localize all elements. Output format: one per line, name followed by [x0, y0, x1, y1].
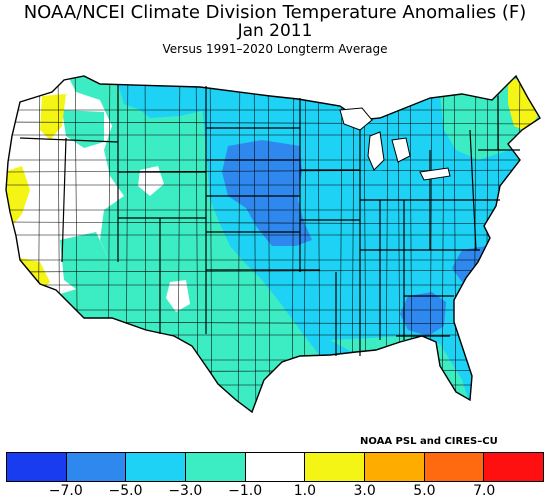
legend-swatch [245, 453, 306, 481]
legend-swatch [7, 453, 67, 481]
data-credit: NOAA PSL and CIRES–CU [360, 436, 498, 447]
legend-tick-label: −7.0 [48, 483, 83, 499]
lake-huron [391, 137, 411, 163]
lake-michigan [367, 131, 385, 171]
legend-tick-label: 7.0 [473, 483, 496, 499]
legend-swatch [484, 453, 544, 481]
strong-cool-region [222, 140, 312, 246]
legend-tick-label: 1.0 [293, 483, 316, 499]
legend-tick-labels: −7.0 −5.0 −3.0 −1.0 1.0 3.0 5.0 7.0 [0, 483, 550, 500]
map-period: Jan 2011 [237, 21, 313, 41]
lake-superior [339, 107, 373, 131]
warm-region [40, 94, 66, 140]
us-climate-division-map [5, 74, 541, 414]
legend-tick-label: −5.0 [108, 483, 143, 499]
legend-swatch [305, 453, 366, 481]
legend-tick-label: 5.0 [413, 483, 436, 499]
legend-tick-label: −1.0 [228, 483, 263, 499]
lake-erie [419, 167, 451, 181]
us-outline [5, 74, 541, 414]
legend-swatch [365, 453, 425, 481]
state-borders [19, 84, 520, 356]
legend-swatch [126, 453, 187, 481]
legend-swatch [66, 453, 127, 481]
slight-cool-region [60, 232, 110, 292]
neutral-region [166, 280, 190, 312]
legend-swatch [424, 453, 485, 481]
color-legend [6, 452, 544, 482]
slight-cool-region [62, 110, 104, 148]
legend-tick-label: −3.0 [168, 483, 203, 499]
neutral-region [138, 166, 164, 196]
moderate-cool-region [118, 84, 206, 118]
legend-tick-label: 3.0 [353, 483, 376, 499]
map-title: NOAA/NCEI Climate Division Temperature A… [23, 2, 527, 23]
map-subtitle: Versus 1991–2020 Longterm Average [162, 42, 388, 56]
legend-swatch [186, 453, 246, 481]
